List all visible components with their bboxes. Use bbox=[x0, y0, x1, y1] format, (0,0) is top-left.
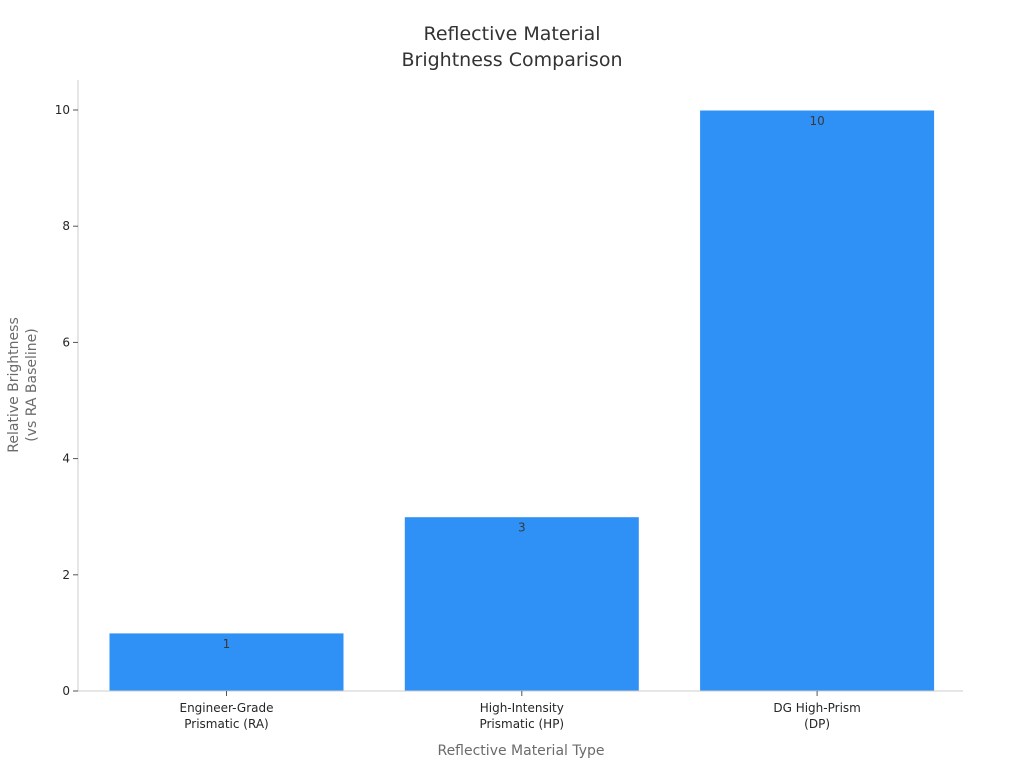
chart-title-line-2: Brightness Comparison bbox=[401, 49, 622, 71]
y-tick-label: 4 bbox=[62, 452, 70, 466]
bar-value-label: 1 bbox=[223, 637, 231, 651]
y-tick-label: 6 bbox=[62, 335, 70, 349]
y-ticks-group: 0 2 4 6 8 10 bbox=[55, 103, 78, 698]
y-axis-title-line-1: Relative Brightness bbox=[6, 317, 22, 452]
y-tick-label: 8 bbox=[62, 219, 70, 233]
bar-value-label: 10 bbox=[809, 114, 824, 128]
x-tick-label: High-Intensity Prismatic (HP) bbox=[479, 701, 564, 731]
y-tick-label: 2 bbox=[62, 568, 70, 582]
x-tick-label: Engineer-Grade Prismatic (RA) bbox=[179, 701, 273, 731]
y-tick-label: 0 bbox=[62, 684, 70, 698]
bar bbox=[699, 109, 936, 692]
data-labels-group: 1 3 10 bbox=[223, 114, 825, 651]
x-ticks-group: Engineer-Grade Prismatic (RA) High-Intensi… bbox=[179, 691, 861, 731]
x-axis-title: Reflective Material Type bbox=[437, 743, 604, 759]
bar-value-label: 3 bbox=[518, 521, 526, 535]
bar bbox=[403, 516, 640, 692]
x-tick-label: DG High-Prism (DP) bbox=[773, 701, 861, 731]
y-axis-title-line-2: (vs RA Baseline) bbox=[24, 328, 40, 442]
bar bbox=[108, 632, 345, 692]
y-axis-title: Relative Brightness (vs RA Baseline) bbox=[6, 317, 40, 452]
chart-title: Reflective Material Brightness Compariso… bbox=[401, 23, 622, 71]
y-tick-label: 10 bbox=[55, 103, 70, 117]
chart-title-line-1: Reflective Material bbox=[423, 23, 600, 45]
bars-group bbox=[108, 109, 936, 692]
